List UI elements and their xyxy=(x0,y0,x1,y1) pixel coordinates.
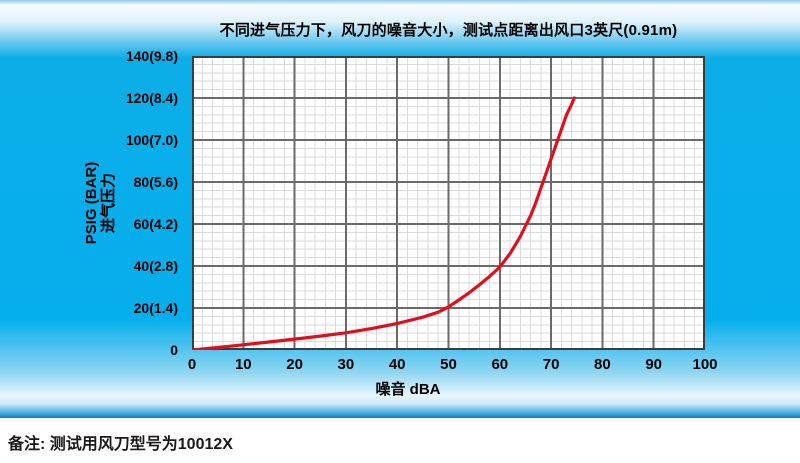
x-tick-label: 80 xyxy=(594,356,611,373)
x-tick-label: 20 xyxy=(286,356,303,373)
grid-svg xyxy=(192,56,705,350)
y-axis-tick-labels: 0 20(1.4) 40(2.8) 60(4.2) 80(5.6) 100(7.0) 120… xyxy=(0,0,178,418)
x-tick-label: 40 xyxy=(388,356,406,373)
chart-title: 不同进气压力下，风刀的噪音大小，测试点距离出风口3英尺(0.91m) xyxy=(219,22,678,39)
y-tick-label: 140(9.8) xyxy=(125,48,178,64)
y-tick-label: 0 xyxy=(170,342,178,358)
x-tick-label: 60 xyxy=(491,356,509,373)
y-tick-label: 80(5.6) xyxy=(133,174,178,190)
footnote: 备注: 测试用风刀型号为10012X xyxy=(8,436,233,453)
y-tick-label: 120(8.4) xyxy=(125,90,178,106)
x-tick-label: 70 xyxy=(542,356,560,373)
x-tick-label: 0 xyxy=(187,356,197,373)
x-tick-label: 50 xyxy=(440,356,457,373)
plot-area xyxy=(192,56,705,350)
y-tick-label: 20(1.4) xyxy=(133,300,178,316)
x-tick-label: 10 xyxy=(234,356,252,373)
x-tick-label: 90 xyxy=(645,356,663,373)
noise-curve xyxy=(192,96,576,350)
x-axis-title: 噪音 dBA xyxy=(375,381,441,398)
x-axis-tick-labels: 0 10 20 30 40 50 60 70 80 90 100 xyxy=(188,356,718,376)
y-tick-label: 60(4.2) xyxy=(133,216,178,232)
x-tick-label: 100 xyxy=(692,356,718,373)
y-tick-label: 40(2.8) xyxy=(133,258,178,274)
y-tick-label: 100(7.0) xyxy=(125,132,178,148)
x-tick-label: 30 xyxy=(337,356,355,373)
